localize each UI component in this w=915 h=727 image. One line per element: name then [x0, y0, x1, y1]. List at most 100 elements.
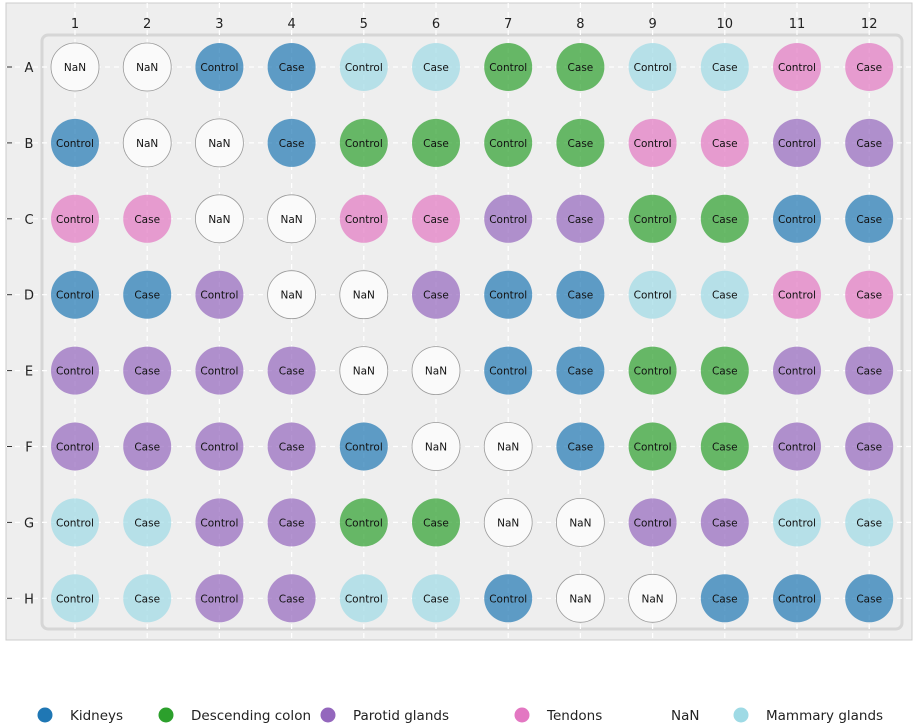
legend-label: Kidneys [70, 708, 123, 724]
well-circle [628, 573, 677, 623]
well-circle [267, 346, 316, 395]
well-label: Control [778, 214, 816, 226]
well: Case [845, 498, 894, 547]
well: Case [845, 118, 894, 167]
well-circle [773, 574, 821, 623]
well-label: Case [712, 593, 738, 605]
well-label: Case [279, 442, 305, 454]
well-label: NaN [497, 442, 519, 454]
well-label: Case [279, 593, 305, 605]
well-label: Case [134, 517, 160, 529]
well-label: Case [856, 138, 882, 150]
well-circle [483, 422, 533, 471]
well-label: Control [56, 290, 94, 302]
legend-marker [37, 707, 53, 723]
x-tick-label: 5 [360, 17, 368, 32]
well-label: Case [568, 442, 594, 454]
well: Control [195, 422, 244, 471]
well-circle [339, 574, 388, 623]
well: Control [773, 422, 821, 471]
well-circle [845, 498, 894, 547]
well-label: Case [279, 138, 305, 150]
well: Control [773, 194, 821, 243]
well-label: Control [778, 517, 816, 529]
well-circle [267, 574, 316, 623]
well-circle [267, 498, 316, 547]
well: Control [773, 118, 821, 167]
well-label: NaN [353, 290, 375, 302]
well-circle [845, 422, 894, 471]
well-label: Control [345, 442, 383, 454]
well: Control [51, 118, 99, 167]
well-circle [845, 194, 894, 243]
well-label: Control [200, 517, 238, 529]
well-label: Control [778, 138, 816, 150]
well: Case [700, 194, 749, 243]
well: NaN [556, 573, 605, 623]
well: Case [845, 194, 894, 243]
well-label: NaN [642, 593, 664, 605]
well-label: Control [56, 138, 94, 150]
well-label: Case [134, 366, 160, 378]
legend-label: Mammary glands [766, 708, 883, 724]
well-label: Control [634, 442, 672, 454]
well: NaN [339, 346, 389, 396]
well-circle [51, 346, 99, 395]
well-label: Case [712, 517, 738, 529]
x-ticks: 1 2 3 4 5 6 7 8 9 10 11 12 [71, 17, 878, 32]
well-label: Control [345, 593, 383, 605]
well-circle [484, 194, 533, 243]
well-circle [700, 498, 749, 547]
well-circle [556, 573, 605, 623]
well: Control [339, 43, 388, 91]
well-circle [339, 346, 389, 396]
well: Control [484, 43, 533, 91]
well: NaN [267, 270, 317, 320]
well-circle [51, 118, 99, 167]
x-tick-label: 2 [143, 17, 151, 32]
well: NaN [483, 498, 533, 547]
legend-item: Descending colon [158, 707, 311, 724]
well-label: Control [778, 290, 816, 302]
well-circle [51, 194, 99, 243]
well-circle [628, 43, 677, 91]
well-label: Case [134, 442, 160, 454]
legend-label: Descending colon [191, 708, 311, 724]
well-label: Case [423, 517, 449, 529]
well: Case [700, 270, 749, 319]
well-circle [195, 574, 244, 623]
well-circle [412, 43, 460, 91]
well-label: NaN [569, 593, 591, 605]
well-label: NaN [136, 138, 158, 150]
well-label: Case [712, 138, 738, 150]
well: Control [628, 43, 677, 91]
well: Control [773, 498, 821, 547]
well-circle [484, 270, 533, 319]
well-label: Case [279, 366, 305, 378]
legend-marker [320, 707, 336, 723]
well-label: Case [279, 62, 305, 74]
well: Control [195, 346, 244, 395]
well: Control [484, 194, 533, 243]
well-circle [339, 194, 388, 243]
well-circle [267, 194, 317, 244]
well-label: Control [200, 62, 238, 74]
well-label: Case [423, 214, 449, 226]
well-label: Control [345, 138, 383, 150]
well: Case [700, 498, 749, 547]
well-circle [195, 498, 244, 547]
well-label: Case [423, 290, 449, 302]
well: Control [628, 346, 677, 395]
well-circle [845, 270, 894, 319]
well-label: NaN [569, 517, 591, 529]
well-circle [773, 422, 821, 471]
well-circle [700, 43, 749, 91]
legend-marker [158, 707, 174, 723]
well: NaN [194, 194, 244, 244]
well: Control [339, 118, 388, 167]
well-circle [339, 43, 388, 91]
well-label: Case [568, 366, 594, 378]
legend-item: Tendons [514, 707, 602, 724]
x-tick-label: 12 [861, 17, 878, 32]
well-label: Control [345, 62, 383, 74]
